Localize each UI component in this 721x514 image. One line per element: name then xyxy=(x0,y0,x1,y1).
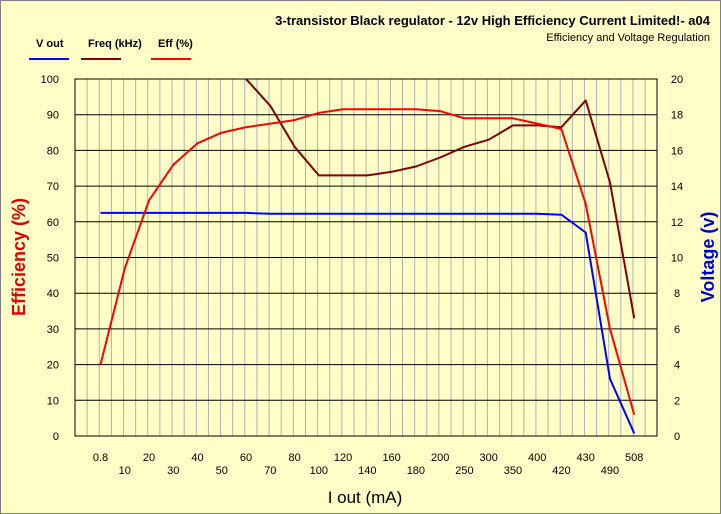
x-tick-label: 140 xyxy=(358,465,376,477)
x-tick-label: 20 xyxy=(143,452,155,464)
series-line-freq-khz xyxy=(245,78,636,319)
y-tick-label-left: 90 xyxy=(47,110,59,122)
chart-title: 3-transistor Black regulator - 12v High … xyxy=(275,13,711,28)
y-tick-label-right: 10 xyxy=(671,253,683,265)
y-tick-label-right: 14 xyxy=(671,181,683,193)
x-tick-label: 250 xyxy=(455,465,473,477)
y-tick-label-right: 4 xyxy=(674,360,680,372)
chart-subtitle: Efficiency and Voltage Regulation xyxy=(546,32,710,44)
x-tick-label: 50 xyxy=(216,465,228,477)
x-tick-label: 400 xyxy=(528,452,546,464)
x-tick-label: 80 xyxy=(288,452,300,464)
x-tick-label: 120 xyxy=(334,452,352,464)
x-tick-label: 70 xyxy=(264,465,276,477)
y-axis-label-right: Voltage (v) xyxy=(698,212,718,303)
x-tick-label: 300 xyxy=(479,452,497,464)
y-tick-label-left: 50 xyxy=(47,253,59,265)
x-tick-label: 508 xyxy=(625,452,643,464)
y-tick-label-left: 30 xyxy=(47,324,59,336)
x-tick-label: 30 xyxy=(167,465,179,477)
x-tick-label: 490 xyxy=(601,465,619,477)
legend-label-freq-khz: Freq (kHz) xyxy=(88,38,142,50)
x-tick-label: 160 xyxy=(382,452,400,464)
y-tick-label-right: 18 xyxy=(671,110,683,122)
y-tick-label-right: 12 xyxy=(671,217,683,229)
legend-label-eff: Eff (%) xyxy=(158,38,193,50)
x-tick-label: 10 xyxy=(119,465,131,477)
y-tick-label-left: 0 xyxy=(53,431,59,443)
y-tick-label-left: 60 xyxy=(47,217,59,229)
x-tick-label: 180 xyxy=(407,465,425,477)
x-tick-label: 40 xyxy=(191,452,203,464)
y-tick-label-left: 80 xyxy=(47,145,59,157)
x-tick-label: 350 xyxy=(504,465,522,477)
x-tick-label: 100 xyxy=(310,465,328,477)
x-tick-label: 420 xyxy=(552,465,570,477)
x-tick-label: 0.8 xyxy=(93,452,108,464)
y-tick-label-right: 8 xyxy=(674,288,680,300)
y-tick-label-left: 10 xyxy=(47,395,59,407)
y-axis-label-left: Efficiency (%) xyxy=(9,198,29,316)
series-line-v-out xyxy=(100,211,636,434)
y-tick-label-right: 20 xyxy=(671,74,683,86)
x-tick-label: 200 xyxy=(431,452,449,464)
y-tick-label-right: 2 xyxy=(674,395,680,407)
y-tick-label-right: 0 xyxy=(674,431,680,443)
plot-border xyxy=(74,78,658,437)
series-line-eff xyxy=(99,108,636,415)
y-tick-label-left: 40 xyxy=(47,288,59,300)
x-tick-label: 430 xyxy=(577,452,595,464)
x-tick-label: 60 xyxy=(240,452,252,464)
y-tick-label-left: 20 xyxy=(47,360,59,372)
y-tick-label-left: 100 xyxy=(41,74,59,86)
y-tick-label-left: 70 xyxy=(47,181,59,193)
y-tick-label-right: 16 xyxy=(671,145,683,157)
legend-label-v-out: V out xyxy=(36,38,64,50)
y-tick-label-right: 6 xyxy=(674,324,680,336)
x-axis-label: I out (mA) xyxy=(328,488,403,507)
